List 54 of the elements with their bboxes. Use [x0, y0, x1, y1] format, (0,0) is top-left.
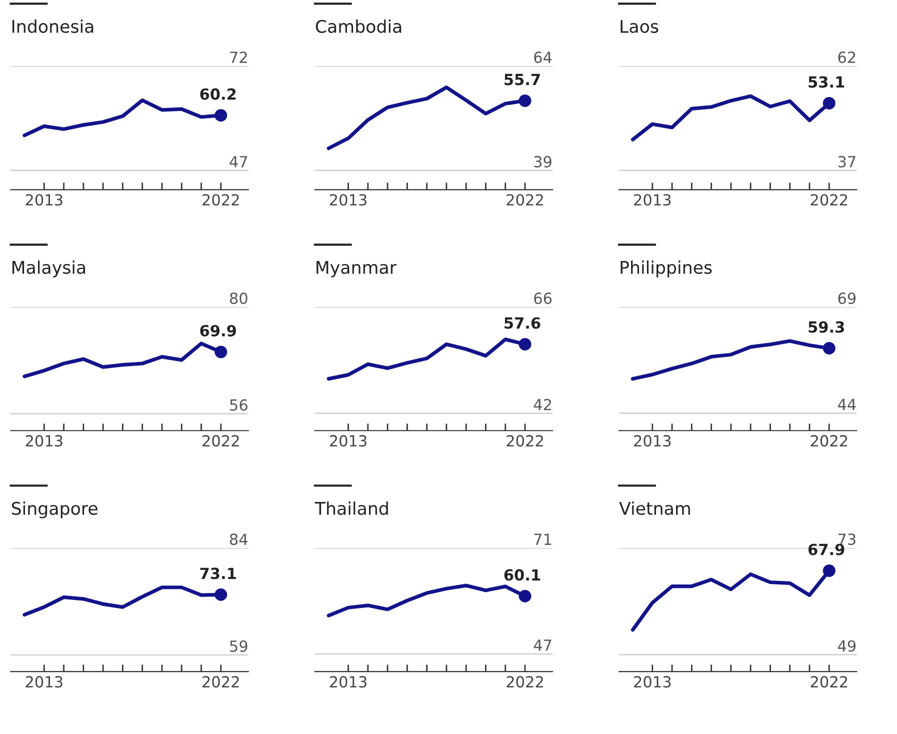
y-tick-label: 44: [838, 398, 856, 410]
x-tick-label: 2013: [634, 676, 671, 688]
data-label: 69.9: [200, 324, 236, 336]
y-tick-label: 39: [534, 156, 552, 168]
x-tick-label: 2013: [330, 435, 366, 447]
x-tick-label: 2013: [330, 676, 366, 688]
y-tick-label: 72: [230, 52, 247, 63]
chart-title: Singapore: [12, 502, 98, 518]
data-label: 60.1: [504, 569, 540, 581]
y-tick-label: 49: [838, 640, 856, 652]
y-tick-label: 37: [838, 156, 856, 168]
chart-title: Myanmar: [316, 261, 396, 278]
data-label: 59.3: [808, 321, 844, 333]
y-tick-label: 62: [838, 52, 856, 64]
chart-title: Cambodia: [316, 20, 402, 33]
y-tick-label: 47: [230, 156, 248, 168]
y-tick-label: 64: [534, 52, 552, 64]
data-label: 60.2: [200, 88, 236, 100]
x-tick-label: 2022: [202, 435, 239, 447]
y-tick-label: 56: [230, 399, 248, 411]
x-tick-label: 2013: [634, 435, 671, 447]
x-tick-label: 2013: [26, 435, 62, 447]
x-tick-label: 2022: [202, 194, 239, 206]
data-label: 53.1: [808, 76, 844, 88]
x-tick-label: 2022: [810, 194, 848, 206]
y-tick-label: 47: [534, 640, 552, 651]
x-tick-label: 2013: [330, 194, 366, 206]
y-tick-label: 59: [230, 640, 248, 652]
chart-title: Laos: [620, 20, 658, 33]
y-tick-label: 73: [838, 534, 856, 546]
y-tick-label: 84: [230, 534, 248, 546]
chart-title: Philippines: [620, 260, 712, 278]
y-tick-label: 66: [534, 292, 552, 304]
y-tick-label: 42: [534, 398, 551, 410]
x-tick-label: 2022: [506, 435, 543, 447]
data-label: 73.1: [200, 568, 236, 580]
data-label: 67.9: [808, 544, 844, 556]
y-tick-label: 69: [838, 292, 856, 304]
x-tick-label: 2013: [634, 194, 671, 206]
x-tick-label: 2013: [26, 194, 62, 206]
x-tick-label: 2022: [202, 676, 239, 688]
x-tick-label: 2022: [506, 676, 543, 688]
y-tick-label: 71: [534, 534, 552, 545]
x-tick-label: 2022: [810, 676, 848, 688]
y-tick-label: 80: [230, 292, 248, 304]
x-tick-label: 2022: [810, 435, 848, 447]
chart-title: Vietnam: [619, 502, 690, 515]
chart-title: Indonesia: [12, 20, 94, 33]
data-label: 57.6: [504, 317, 540, 329]
chart-title: Malaysia: [12, 260, 86, 278]
chart-title: Thailand: [314, 502, 388, 515]
data-label: 55.7: [504, 74, 540, 86]
x-tick-label: 2022: [506, 194, 543, 206]
x-tick-label: 2013: [26, 676, 62, 688]
